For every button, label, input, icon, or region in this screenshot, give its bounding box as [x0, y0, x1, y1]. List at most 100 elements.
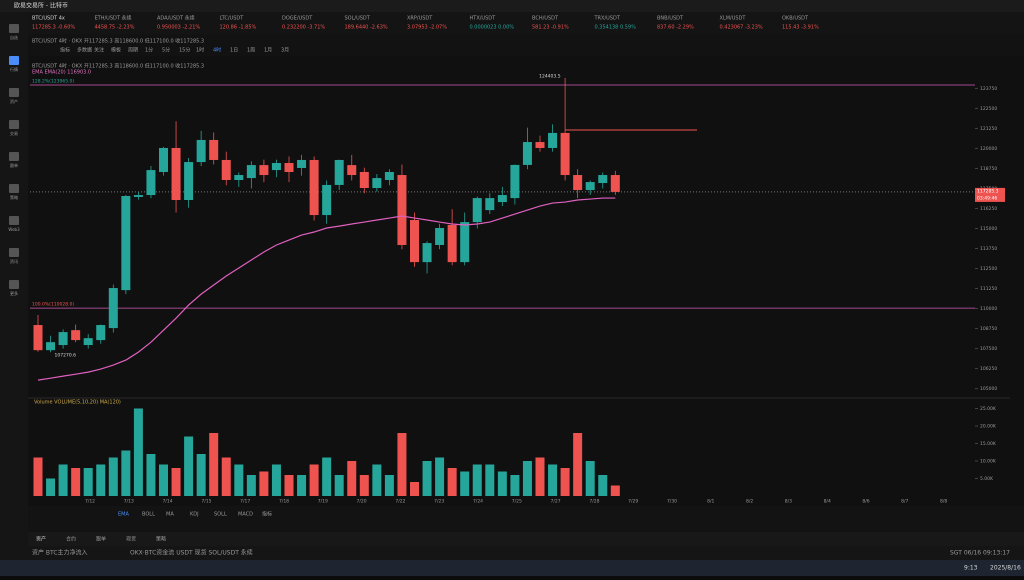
candle-body	[535, 142, 545, 148]
indicator-tab: MA	[166, 512, 174, 518]
sidebar-icon	[9, 280, 19, 289]
ticker-pair: DOGE/USDT	[282, 16, 313, 22]
volume-bar	[522, 461, 532, 496]
sidebar-icon	[9, 248, 19, 257]
ticker-pair: HTX/USDT	[470, 16, 497, 22]
volume-bar	[184, 436, 194, 496]
ticker-quote: 189.6440 -2.63%	[345, 25, 388, 31]
y-tick-label: 111250	[980, 286, 997, 292]
y-tick-label: 5.00K	[980, 476, 994, 482]
indicator-tab: MACD	[238, 512, 253, 518]
ticker-quote: 120.86 -1.85%	[220, 25, 257, 31]
bottom-tab: 合约	[66, 536, 76, 543]
x-tick-label: 7/20	[357, 499, 367, 505]
volume-bar	[259, 471, 269, 496]
candle-body	[384, 171, 394, 180]
sidebar-icon	[9, 56, 19, 65]
volume-bar	[585, 461, 595, 496]
last-price-box	[975, 187, 1005, 202]
candle-body	[359, 171, 369, 188]
indicator-tab: KDJ	[190, 512, 199, 518]
toolbar-item: 模板	[111, 47, 121, 54]
sidebar-label: 策略	[10, 194, 18, 200]
x-tick-label: 8/1	[707, 499, 714, 505]
y-tick-label: 25.00K	[980, 406, 997, 412]
candle-body	[322, 184, 332, 216]
x-tick-label: 7/30	[667, 499, 677, 505]
date: 2025/8/16	[990, 565, 1021, 572]
volume-bar	[209, 433, 219, 496]
candle-body	[284, 163, 294, 172]
candle-body	[221, 159, 231, 180]
volume-bar	[610, 485, 620, 496]
sidebar-label: 更多	[10, 290, 18, 296]
y-tick-label: 110000	[980, 306, 997, 312]
candle-body	[33, 325, 43, 351]
ticker-pair: ADA/USDT 永续	[157, 15, 195, 22]
toolbar-item: 4时	[213, 47, 221, 54]
candle-body	[560, 132, 570, 176]
candle-body	[397, 175, 407, 245]
volume-bar	[33, 457, 43, 496]
x-tick-label: 7/25	[512, 499, 522, 505]
status-mid: OKX·BTC资金流 USDT 现货 SOL/USDT 永续	[130, 549, 253, 557]
candle-body	[46, 342, 56, 351]
legend-line: BTC/USDT 4时 · OKX 开117285.3 高118600.0 低1…	[32, 38, 204, 45]
x-tick-label: 7/14	[163, 499, 173, 505]
volume-bar	[58, 464, 68, 496]
ticker-quote: 0.423067 -3.23%	[720, 25, 763, 31]
candle-body	[234, 175, 244, 180]
bottom-tab: 资产	[36, 536, 46, 543]
volume-bar	[422, 461, 432, 496]
toolbar-item: 多数据	[77, 47, 92, 54]
ticker-quote: 117285.3 -0.60%	[32, 25, 75, 31]
candle-body	[522, 142, 532, 165]
ticker-quote: 3.07953 -2.07%	[407, 25, 447, 31]
candle-body	[71, 330, 81, 341]
volume-bar	[347, 461, 357, 496]
candle-body	[159, 147, 168, 172]
volume-bar	[560, 468, 570, 496]
volume-bar	[108, 457, 118, 496]
ema-line	[37, 197, 616, 381]
x-tick-label: 7/28	[589, 499, 599, 505]
volume-bar	[548, 464, 558, 496]
volume-bar	[221, 457, 231, 496]
clock: 9:13	[964, 565, 978, 572]
volume-bar	[384, 475, 394, 496]
volume-bar	[171, 468, 181, 496]
y-tick-label: 122500	[980, 106, 997, 112]
toolbar	[28, 34, 1024, 56]
sidebar-label: 资产	[10, 98, 18, 104]
candle-body	[447, 224, 457, 263]
candle-body	[585, 182, 595, 191]
x-tick-label: 7/24	[473, 499, 483, 505]
candle-body	[472, 198, 482, 223]
volume-bar	[284, 475, 294, 496]
candle-body	[422, 243, 432, 263]
legend-line: EMA EMA(20) 116903.0	[32, 70, 91, 76]
toolbar-item: 1月	[264, 48, 272, 54]
y-tick-label: 105000	[980, 386, 997, 392]
volume-bar	[359, 475, 369, 496]
volume-bar	[146, 454, 156, 496]
y-tick-label: 120000	[980, 146, 997, 152]
bottom-tab: 现货	[126, 536, 136, 543]
legend-line: BTC/USDT 4时 · OKX 开117285.3 高118600.0 低1…	[32, 63, 204, 70]
x-tick-label: 8/3	[785, 499, 792, 505]
volume-title: Volume VOLUME(5,10,20) MA(120)	[34, 400, 121, 406]
high-label: 124403.5	[539, 73, 561, 79]
level-label: 128.2%(123965.0)	[32, 78, 74, 84]
candle-body	[209, 139, 219, 160]
candle-body	[58, 332, 68, 346]
sidebar-label: 资讯	[10, 258, 18, 264]
sidebar-icon	[9, 88, 19, 97]
volume-bar	[573, 433, 583, 496]
volume-bar	[271, 464, 281, 496]
ticker-quote: 0.354138 0.59%	[595, 25, 637, 31]
candle-body	[297, 159, 307, 168]
x-tick-label: 8/4	[824, 499, 831, 505]
countdown: 03:49:46	[977, 195, 997, 201]
status-bar	[0, 546, 1024, 560]
volume-bar	[334, 475, 344, 496]
